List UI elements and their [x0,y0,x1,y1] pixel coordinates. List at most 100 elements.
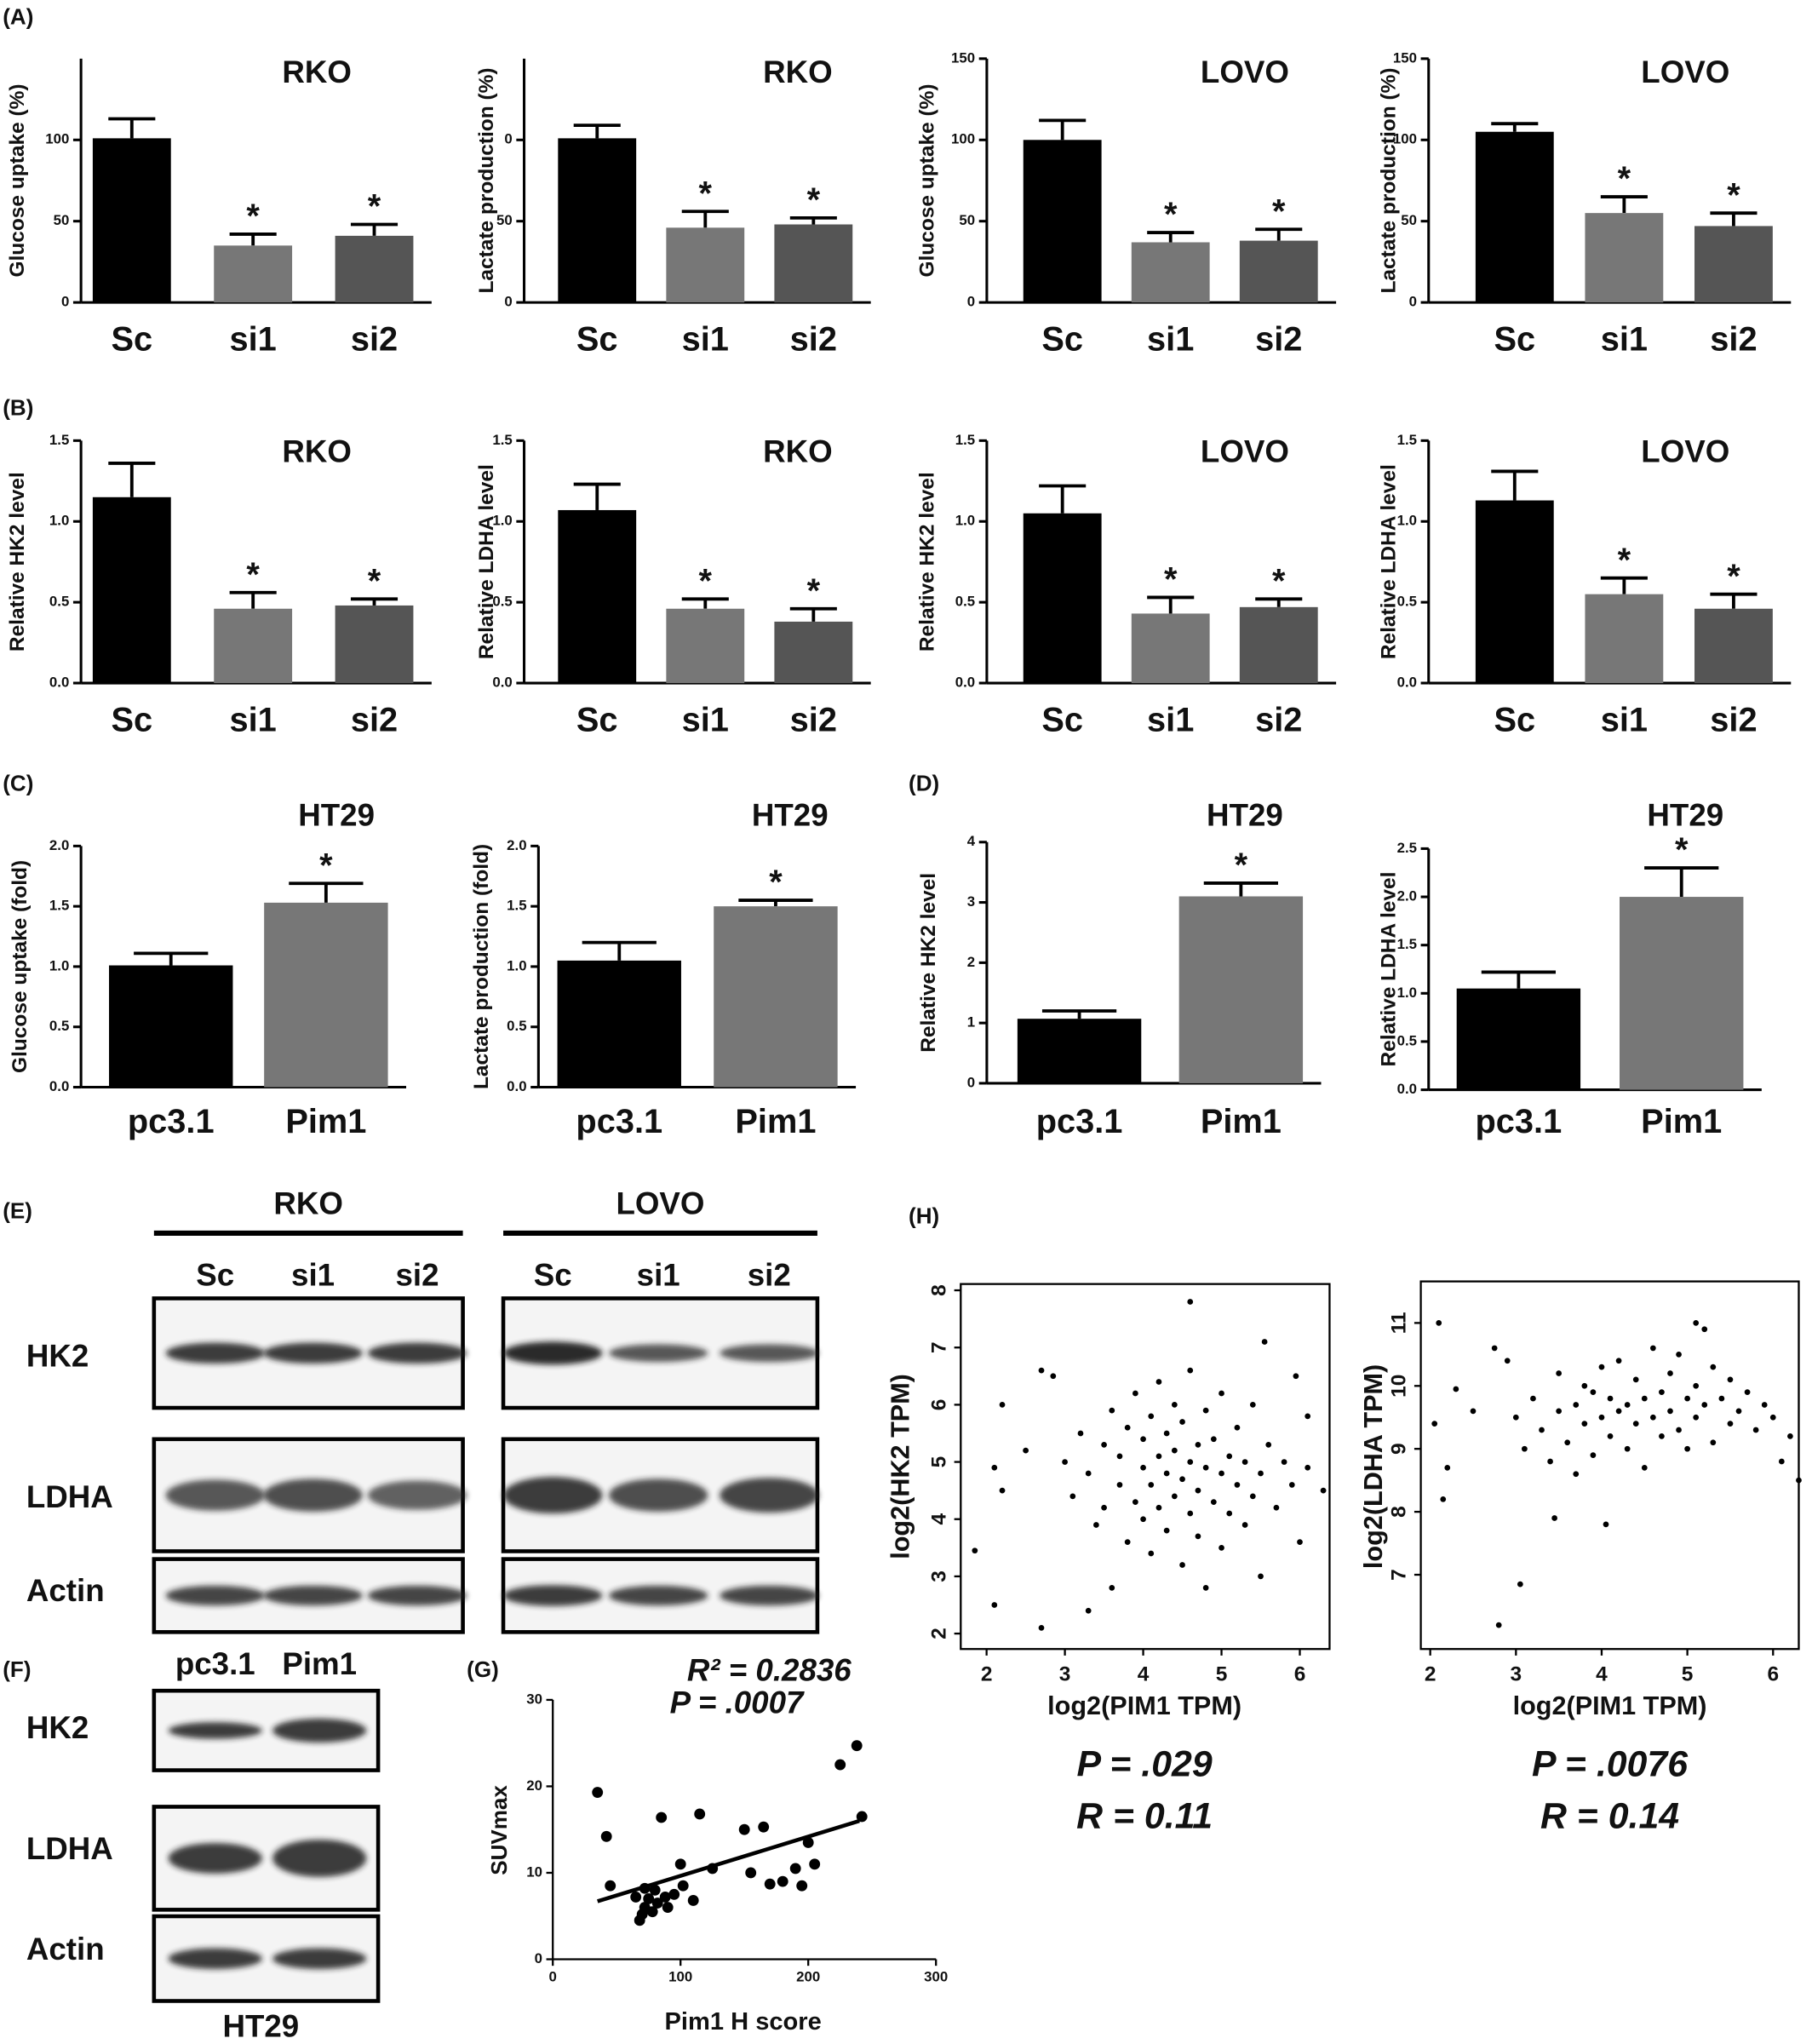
blot-band [609,1585,708,1606]
point [1109,1584,1115,1591]
lane-label: Sc [196,1258,234,1293]
point [1684,1395,1690,1402]
significance-mark: * [1618,542,1631,579]
point [1581,1421,1588,1427]
point [1431,1421,1438,1427]
x-axis-label: log2(PIM1 TPM) [1047,1691,1241,1720]
point [745,1867,757,1879]
x-tick-label: si1 [1601,701,1648,738]
point [1219,1390,1224,1397]
point [1718,1395,1725,1402]
x-tick-label: si1 [230,321,277,359]
significance-mark: * [1272,562,1286,600]
x-tick-label: Sc [1041,701,1083,738]
y-tick-label: 8 [1388,1506,1411,1518]
bar [1475,131,1554,303]
point [1440,1496,1447,1502]
point [1539,1427,1545,1433]
x-tick-label: 2 [1425,1662,1436,1685]
point [1735,1408,1742,1415]
panel-label: (C) [3,770,33,795]
blot-band [272,1948,367,1969]
chart-title: HT29 [1647,797,1723,832]
panel-label: (A) [3,3,33,29]
point [1116,1482,1123,1488]
y-tick-label: 0 [61,294,69,310]
bar [92,138,171,303]
point [1140,1436,1146,1443]
significance-mark: * [1618,160,1631,198]
bar [1023,513,1102,684]
bar [1023,140,1102,303]
y-tick-label: 1.5 [49,432,69,448]
point [694,1808,706,1820]
y-axis-label: Glucose uptake (%) [915,83,938,277]
point [1436,1320,1442,1326]
y-tick-label: 0.5 [507,1018,526,1034]
stat-annotation: R² = 0.2836 [687,1652,852,1687]
y-tick-label: 10 [1388,1375,1411,1398]
point [1649,1345,1656,1352]
point [1195,1487,1201,1494]
significance-mark: * [246,198,260,235]
bar [109,965,233,1088]
y-tick-label: 1.0 [49,513,69,529]
x-tick-label: si1 [1147,701,1194,738]
point [643,1893,655,1904]
point [1590,1389,1597,1396]
bar [774,621,853,684]
y-tick-label: 0.0 [1397,1081,1417,1097]
point [1659,1389,1665,1396]
blot-band [168,1722,262,1739]
y-axis-label: Glucose uptake (fold) [9,860,32,1073]
y-tick-label: 1 [967,1014,975,1031]
x-tick-label: pc3.1 [576,1103,662,1140]
point [1202,1584,1209,1591]
lane-label: pc3.1 [175,1646,255,1681]
bar [264,902,388,1088]
x-tick-label: si1 [230,701,277,738]
bar [1585,213,1664,303]
y-axis-label: Lactate production (%) [475,67,498,293]
point [1050,1373,1057,1380]
point [1226,1453,1233,1460]
point [1163,1527,1170,1534]
point [1512,1414,1519,1421]
x-tick-label: 100 [668,1968,692,1984]
point [1556,1408,1563,1415]
chart-title: RKO [763,55,833,89]
x-tick-label: si2 [1255,701,1302,738]
x-tick-label: 5 [1216,1662,1228,1685]
point [1085,1607,1092,1614]
y-axis-label: Lactate production (fold) [470,844,493,1089]
y-tick-label: 0.0 [492,674,512,690]
point [1632,1421,1639,1427]
point [764,1878,776,1890]
point [1077,1430,1084,1437]
bar [714,906,838,1088]
row-label: HK2 [26,1710,89,1745]
y-tick-label: 150 [1393,49,1417,66]
y-tick-label: 1.5 [49,898,69,914]
point [1624,1402,1631,1408]
y-axis-label: Relative HK2 level [6,472,29,652]
blot-band [165,1585,265,1606]
point [1226,1510,1233,1517]
point [991,1464,998,1471]
point [1659,1433,1665,1439]
bar [558,509,637,684]
point [999,1487,1006,1494]
y-tick-label: 0 [1409,294,1417,310]
row-label: LDHA [26,1831,113,1866]
point [1598,1414,1605,1421]
point [1564,1439,1571,1446]
significance-mark: * [1272,192,1286,230]
point [972,1547,978,1554]
stat-annotation: P = .0076 [1532,1743,1689,1784]
bar [1585,594,1664,684]
point [796,1880,808,1892]
point [646,1906,658,1918]
x-tick-label: Sc [111,701,152,738]
point [1241,1459,1248,1465]
blot-band [720,1478,819,1513]
